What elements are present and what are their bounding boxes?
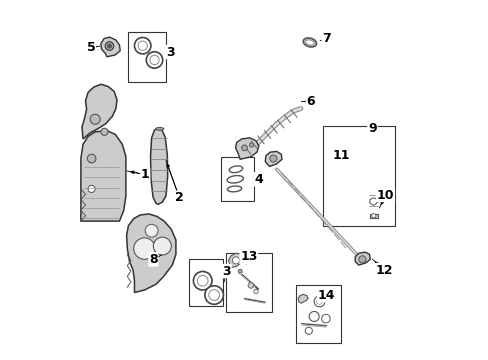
Circle shape xyxy=(247,283,253,288)
Circle shape xyxy=(149,55,159,64)
Circle shape xyxy=(269,155,276,162)
Circle shape xyxy=(134,238,155,259)
Polygon shape xyxy=(126,214,176,293)
Circle shape xyxy=(358,256,365,263)
Circle shape xyxy=(197,275,207,286)
Circle shape xyxy=(313,296,324,307)
Circle shape xyxy=(105,42,114,50)
Polygon shape xyxy=(238,269,242,274)
Text: 9: 9 xyxy=(367,122,376,135)
Text: 7: 7 xyxy=(322,32,330,45)
Circle shape xyxy=(101,128,108,135)
Polygon shape xyxy=(298,294,307,303)
Circle shape xyxy=(371,213,375,218)
Circle shape xyxy=(241,145,247,151)
Text: 2: 2 xyxy=(175,192,183,204)
Ellipse shape xyxy=(303,38,316,47)
Circle shape xyxy=(316,298,322,304)
Polygon shape xyxy=(150,128,167,204)
Ellipse shape xyxy=(305,40,314,45)
Circle shape xyxy=(193,271,212,290)
Circle shape xyxy=(369,198,376,205)
Ellipse shape xyxy=(226,176,243,183)
Circle shape xyxy=(204,286,223,304)
Circle shape xyxy=(138,41,147,50)
Text: 12: 12 xyxy=(375,264,392,276)
Text: 6: 6 xyxy=(305,95,314,108)
Bar xyxy=(369,214,377,217)
Bar xyxy=(189,259,223,306)
Circle shape xyxy=(87,154,96,163)
Circle shape xyxy=(305,327,312,334)
Text: 8: 8 xyxy=(149,253,158,266)
Text: 1: 1 xyxy=(141,168,149,181)
Polygon shape xyxy=(264,152,282,166)
Text: 3: 3 xyxy=(222,265,230,278)
Text: 4: 4 xyxy=(254,173,263,186)
Polygon shape xyxy=(81,131,125,221)
Polygon shape xyxy=(228,253,244,267)
Bar xyxy=(221,157,254,202)
Polygon shape xyxy=(354,252,369,265)
Circle shape xyxy=(146,52,163,68)
Text: 13: 13 xyxy=(240,250,257,263)
Bar xyxy=(225,253,272,312)
Circle shape xyxy=(88,185,95,193)
Text: 14: 14 xyxy=(317,288,335,302)
Polygon shape xyxy=(235,138,258,159)
Circle shape xyxy=(107,44,111,48)
Circle shape xyxy=(134,37,151,54)
Bar xyxy=(296,285,340,342)
Circle shape xyxy=(232,257,239,264)
Text: 3: 3 xyxy=(165,46,174,59)
Circle shape xyxy=(145,224,158,237)
Text: 9: 9 xyxy=(367,124,376,137)
Polygon shape xyxy=(101,37,120,57)
Circle shape xyxy=(153,237,171,255)
Text: 5: 5 xyxy=(86,41,95,54)
Bar xyxy=(323,126,394,226)
Circle shape xyxy=(308,311,319,321)
Ellipse shape xyxy=(229,166,242,173)
Circle shape xyxy=(90,114,100,124)
Circle shape xyxy=(253,289,258,294)
Text: 10: 10 xyxy=(376,189,393,202)
Text: 11: 11 xyxy=(332,149,350,162)
Circle shape xyxy=(249,143,253,147)
Ellipse shape xyxy=(156,127,163,130)
Ellipse shape xyxy=(227,186,241,192)
Bar xyxy=(128,32,165,82)
Circle shape xyxy=(321,314,329,323)
Circle shape xyxy=(208,290,219,300)
Polygon shape xyxy=(82,84,117,139)
